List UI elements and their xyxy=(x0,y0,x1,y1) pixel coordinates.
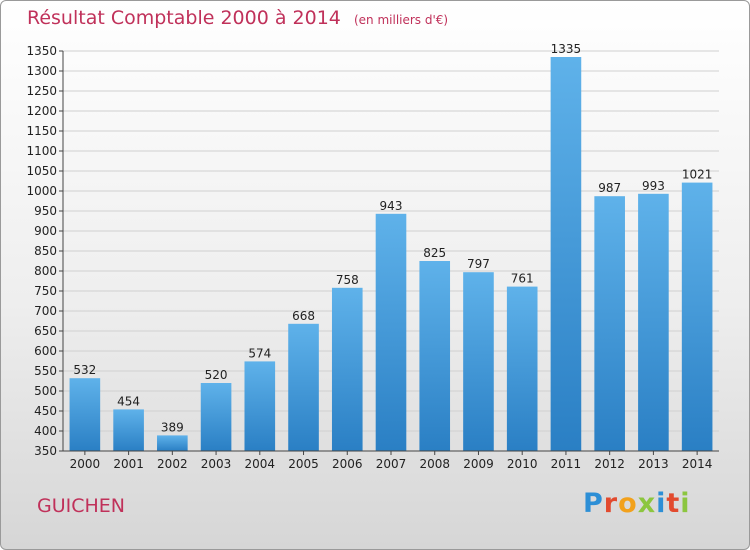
bar-2006 xyxy=(331,287,363,451)
x-tick-label: 2002 xyxy=(157,457,188,471)
x-tick-label: 2010 xyxy=(507,457,538,471)
value-label-2007: 943 xyxy=(380,199,403,213)
value-label-2000: 532 xyxy=(73,363,96,377)
y-tick-label: 650 xyxy=(34,324,57,338)
y-tick-label: 900 xyxy=(34,224,57,238)
x-tick-label: 2007 xyxy=(376,457,407,471)
bar-2008 xyxy=(419,261,451,451)
bar-2002 xyxy=(157,435,188,451)
bar-2012 xyxy=(594,196,625,451)
y-tick-label: 400 xyxy=(34,424,57,438)
proxiti-logo: Proxiti xyxy=(583,488,691,519)
chart-subtitle: (en milliers d'€) xyxy=(353,13,449,27)
logo-letter: x xyxy=(637,488,657,519)
y-tick-label: 700 xyxy=(34,304,57,318)
x-tick-label: 2003 xyxy=(201,457,232,471)
value-label-2013: 993 xyxy=(642,179,665,193)
bar-2000 xyxy=(69,378,101,451)
value-label-2005: 668 xyxy=(292,309,315,323)
logo-letter: i xyxy=(656,488,667,519)
x-tick-label: 2014 xyxy=(682,457,713,471)
bar-2001 xyxy=(113,409,144,451)
bar-2013 xyxy=(638,193,669,452)
value-label-2009: 797 xyxy=(467,257,490,271)
value-label-2006: 758 xyxy=(336,273,359,287)
x-tick-label: 2001 xyxy=(113,457,144,471)
x-tick-label: 2008 xyxy=(419,457,450,471)
y-tick-label: 1350 xyxy=(26,44,57,58)
x-tick-label: 2011 xyxy=(551,457,582,471)
x-tick-label: 2009 xyxy=(463,457,494,471)
y-tick-label: 800 xyxy=(34,264,57,278)
y-tick-label: 1050 xyxy=(26,164,57,178)
value-label-2002: 389 xyxy=(161,420,184,434)
y-tick-label: 1200 xyxy=(26,104,57,118)
logo-letter: o xyxy=(618,488,638,519)
x-tick-label: 2000 xyxy=(70,457,101,471)
title-block: Résultat Comptable 2000 à 2014 (en milli… xyxy=(27,7,448,29)
value-label-2004: 574 xyxy=(248,346,271,360)
x-tick-label: 2013 xyxy=(638,457,669,471)
logo-letter: t xyxy=(666,488,681,519)
y-axis: 350 400 450 500 550 600 650 700 750 800 850 900 950 1… xyxy=(26,44,64,458)
bar-2004 xyxy=(244,361,276,451)
bar-2007 xyxy=(375,213,407,451)
bar-2003 xyxy=(200,383,232,451)
value-label-2012: 987 xyxy=(598,181,621,195)
y-tick-label: 1100 xyxy=(26,144,57,158)
y-tick-label: 750 xyxy=(34,284,57,298)
y-tick-label: 1000 xyxy=(26,184,57,198)
bar-2005 xyxy=(288,323,319,451)
y-tick-label: 1150 xyxy=(26,124,57,138)
commune-name: GUICHEN xyxy=(37,495,126,517)
value-label-2014: 1021 xyxy=(682,168,713,182)
bar-2010 xyxy=(506,286,538,451)
y-tick-label: 550 xyxy=(34,364,57,378)
x-tick-label: 2012 xyxy=(594,457,625,471)
bar-2009 xyxy=(463,272,494,451)
bar-2011 xyxy=(550,57,582,451)
logo-letter: r xyxy=(603,488,619,519)
value-label-2011: 1335 xyxy=(551,42,582,56)
y-tick-label: 450 xyxy=(34,404,57,418)
y-tick-label: 850 xyxy=(34,244,57,258)
bar-2014 xyxy=(681,182,713,451)
value-label-2001: 454 xyxy=(117,394,140,408)
x-tick-label: 2004 xyxy=(245,457,276,471)
bars xyxy=(69,57,713,452)
value-labels: 532 454 389 520 574 668 758 943 825 797 761 1335 987… xyxy=(73,42,712,434)
x-tick-label: 2006 xyxy=(332,457,363,471)
value-label-2010: 761 xyxy=(511,272,534,286)
y-tick-label: 1250 xyxy=(26,84,57,98)
x-tick-label: 2005 xyxy=(288,457,319,471)
y-tick-label: 1300 xyxy=(26,64,57,78)
y-tick-label: 500 xyxy=(34,384,57,398)
value-label-2003: 520 xyxy=(205,368,228,382)
chart-title: Résultat Comptable 2000 à 2014 xyxy=(27,7,341,29)
logo-letter: P xyxy=(583,488,604,519)
y-tick-label: 950 xyxy=(34,204,57,218)
x-axis: 2000 2001 2002 2003 2004 2005 2006 2007 2008 2009… xyxy=(63,450,719,471)
logo-letter: i xyxy=(680,488,691,519)
value-label-2008: 825 xyxy=(423,246,446,260)
y-tick-label: 350 xyxy=(34,444,57,458)
y-tick-label: 600 xyxy=(34,344,57,358)
